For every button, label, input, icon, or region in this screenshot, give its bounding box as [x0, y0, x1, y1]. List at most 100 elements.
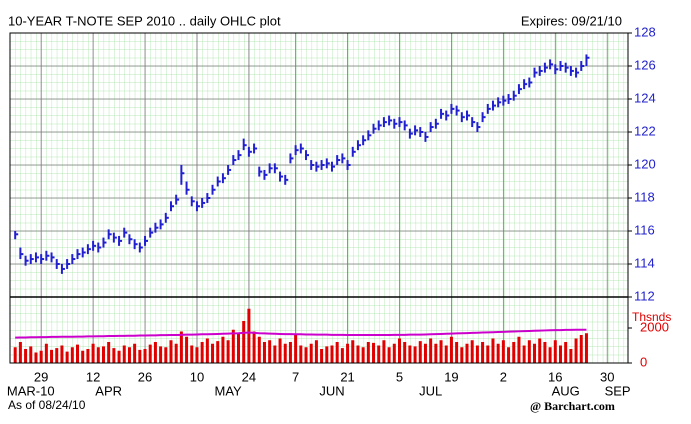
volume-bar — [486, 345, 490, 363]
volume-bar — [138, 349, 142, 363]
y-tick-label: 118 — [634, 189, 655, 204]
volume-bar — [543, 341, 547, 363]
volume-bar — [221, 336, 225, 363]
volume-bar — [377, 345, 381, 363]
x-tick-label: 26 — [138, 369, 152, 384]
volume-bar — [278, 338, 282, 363]
y-tick-label: 116 — [634, 222, 655, 237]
volume-bar — [449, 336, 453, 363]
volume-bar — [133, 343, 137, 363]
x-tick-label: 21 — [340, 369, 354, 384]
volume-bar — [309, 343, 313, 363]
month-label: MAY — [215, 383, 243, 398]
volume-bar — [304, 347, 308, 363]
volume-bar — [548, 347, 552, 363]
volume-bar — [153, 341, 157, 363]
volume-bar — [262, 341, 266, 363]
volume-bar — [231, 329, 235, 363]
volume-bar — [574, 338, 578, 363]
volume-bar — [195, 347, 199, 363]
volume-bar — [159, 346, 163, 363]
volume-bar — [460, 347, 464, 363]
volume-bar — [356, 345, 360, 363]
volume-bar — [512, 341, 516, 363]
volume-bar — [517, 336, 521, 363]
volume-bar — [29, 346, 33, 363]
volume-bar — [34, 352, 38, 363]
volume-bar — [444, 345, 448, 363]
volume-bar — [397, 338, 401, 363]
volume-bar — [185, 336, 189, 363]
volume-bar — [403, 341, 407, 363]
volume-bar — [553, 340, 557, 363]
volume-bar — [527, 340, 531, 363]
volume-bar — [340, 348, 344, 363]
x-tick-label: 2 — [500, 369, 507, 384]
volume-bar — [413, 346, 417, 363]
plot-frame — [9, 32, 629, 364]
volume-bar — [294, 334, 298, 363]
volume-bar — [579, 334, 583, 363]
y-tick-label: 114 — [634, 255, 655, 270]
volume-bar — [143, 348, 147, 363]
volume-bar — [107, 341, 111, 363]
volume-bar — [117, 350, 121, 363]
volume-bar — [491, 338, 495, 363]
volume-bar — [288, 341, 292, 363]
volume-bar — [127, 347, 131, 363]
volume-bar — [39, 350, 43, 363]
volume-bar — [314, 340, 318, 363]
chart-subtitle: Expires: 09/21/10 — [521, 13, 622, 28]
volume-bar — [200, 341, 204, 363]
x-tick-label: 19 — [444, 369, 458, 384]
volume-bar — [408, 345, 412, 363]
volume-bar — [122, 345, 126, 363]
volume-bar — [50, 349, 54, 363]
volume-bar — [216, 341, 220, 363]
volume-bar — [496, 343, 500, 363]
volume-bar — [283, 343, 287, 363]
as-of: As of 08/24/10 — [8, 398, 86, 412]
volume-bar — [330, 345, 334, 363]
y-tick-label: 120 — [634, 156, 656, 171]
volume-bar — [76, 344, 80, 363]
x-tick-label: 10 — [190, 369, 204, 384]
month-label: AUG — [552, 383, 580, 398]
y-tick-label: 128 — [634, 24, 656, 39]
month-label: JUN — [319, 383, 344, 398]
volume-bar — [179, 331, 183, 363]
volume-bar — [252, 331, 256, 363]
volume-bar — [538, 338, 542, 363]
x-tick-label: 24 — [242, 369, 256, 384]
month-label: APR — [95, 383, 122, 398]
volume-bar — [366, 341, 370, 363]
month-label: MAR-10 — [7, 383, 55, 398]
volume-bar — [522, 345, 526, 363]
volume-bar — [13, 347, 17, 363]
volume-bar — [299, 345, 303, 363]
volume-bar — [351, 340, 355, 363]
volume-bar — [268, 340, 272, 363]
y-tick-label: 0 — [640, 354, 647, 369]
source: @ Barchart.com — [530, 399, 615, 413]
volume-bar — [211, 343, 215, 363]
volume-bar — [455, 341, 459, 363]
volume-bar — [465, 343, 469, 363]
volume-axis-label: Thsnds — [632, 310, 671, 324]
volume-bar — [320, 348, 324, 363]
x-tick-label: 16 — [548, 369, 562, 384]
volume-bar — [325, 346, 329, 363]
volume-bar — [247, 308, 251, 363]
volume-bar — [91, 343, 95, 363]
y-tick-label: 2000 — [640, 319, 669, 334]
volume-bar — [205, 338, 209, 363]
volume-bar — [226, 340, 230, 363]
chart-title: 10-YEAR T-NOTE SEP 2010 .. daily OHLC pl… — [8, 13, 281, 28]
volume-bar — [174, 343, 178, 363]
volume-bar — [434, 343, 438, 363]
volume-bar — [501, 340, 505, 363]
volume-bar — [475, 345, 479, 363]
volume-bar — [112, 348, 116, 363]
y-tick-label: 126 — [634, 57, 656, 72]
